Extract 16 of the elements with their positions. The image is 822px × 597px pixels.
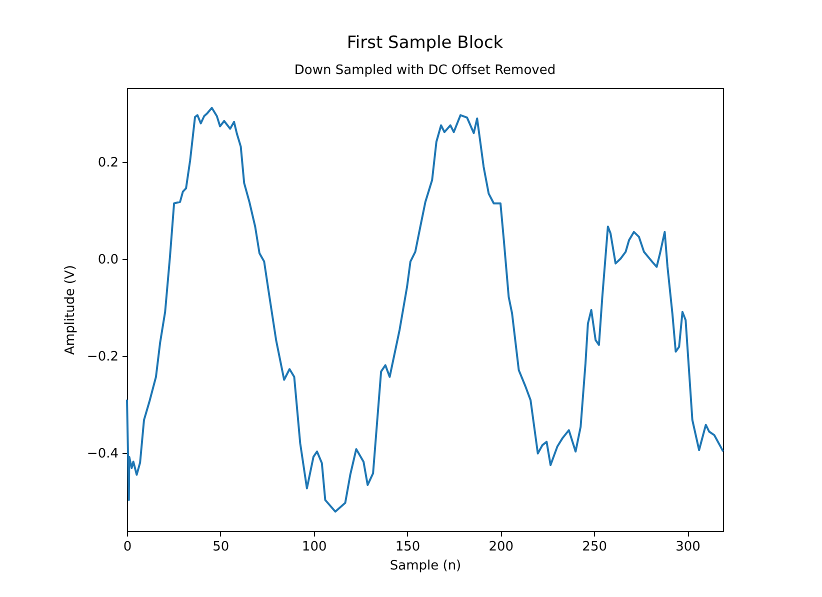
chart-title: First Sample Block xyxy=(346,33,504,53)
y-tick-label: −0.4 xyxy=(86,446,118,462)
y-tick-label: 0.0 xyxy=(98,252,118,268)
x-axis-title: Sample (n) xyxy=(390,558,462,574)
y-tick-label: −0.2 xyxy=(86,350,118,365)
line-series xyxy=(126,106,724,513)
x-tick-label: 300 xyxy=(676,540,700,554)
x-tick-label: 150 xyxy=(395,540,420,554)
x-tick-label: 50 xyxy=(212,540,230,554)
x-tick-label: 200 xyxy=(488,540,514,554)
x-tick-label: 0 xyxy=(123,540,132,554)
y-tick-label: 0.2 xyxy=(98,156,118,171)
chart-subtitle: Down Sampled with DC Offset Removed xyxy=(294,63,556,78)
y-axis-title: Amplitude (V) xyxy=(62,265,78,355)
x-tick-label: 100 xyxy=(302,540,327,554)
x-tick-label: 250 xyxy=(582,540,607,554)
